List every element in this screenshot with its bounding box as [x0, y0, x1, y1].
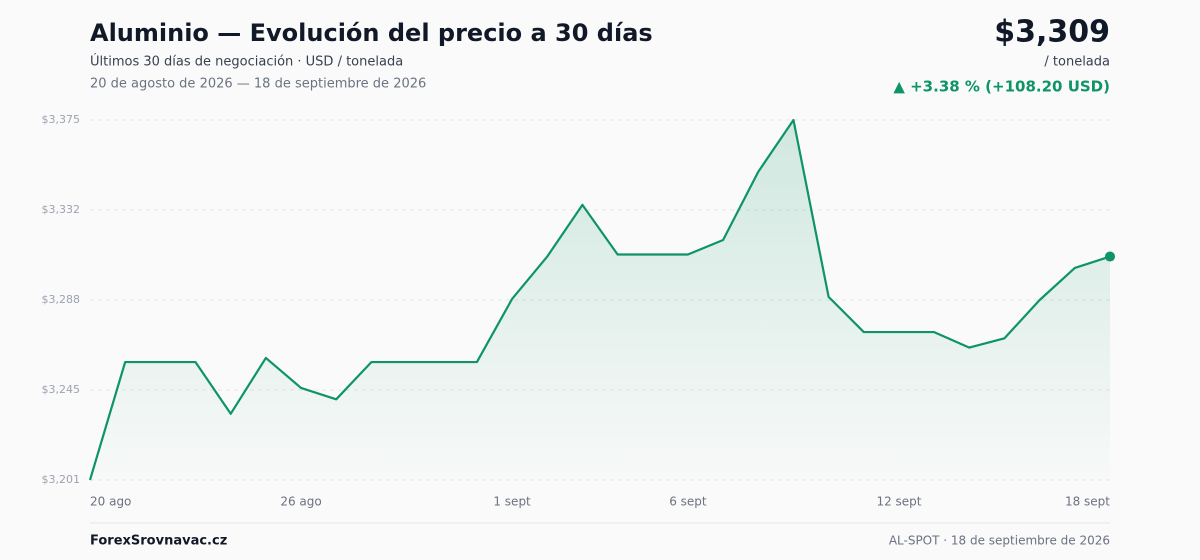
line [88, 118, 1111, 481]
area [90, 120, 1110, 480]
x-tick-label: 6 sept [669, 495, 707, 509]
x-tick-label: 18 sept [1065, 495, 1110, 509]
y-tick-label: $3,288 [42, 293, 81, 306]
source: AL-SPOT · 18 de septiembre de 2026 [889, 534, 1110, 548]
chart-title: Aluminio — Evolución del precio a 30 día… [90, 19, 653, 47]
end-dot [1105, 251, 1115, 262]
x-tick-label: 1 sept [493, 495, 531, 509]
date-range: 20 de agosto de 2026 — 18 de septiembre … [90, 77, 426, 92]
y-tick-label: $3,332 [42, 203, 81, 216]
unit: / tonelada [1044, 55, 1110, 70]
y-tick-label: $3,375 [42, 113, 81, 126]
subtitle: Últimos 30 días de negociación · USD / t… [90, 54, 403, 70]
y-tick-label: $3,245 [42, 383, 81, 396]
change: ▲ +3.38 % (+108.20 USD) [893, 78, 1110, 96]
y-tick-label: $3,201 [42, 473, 81, 486]
x-tick-label: 26 ago [280, 495, 321, 509]
brand: ForexSrovnavac.cz [90, 534, 227, 549]
x-tick-label: 12 sept [876, 495, 921, 509]
x-tick-label: 20 ago [90, 495, 131, 509]
price: $3,309 [994, 15, 1110, 50]
